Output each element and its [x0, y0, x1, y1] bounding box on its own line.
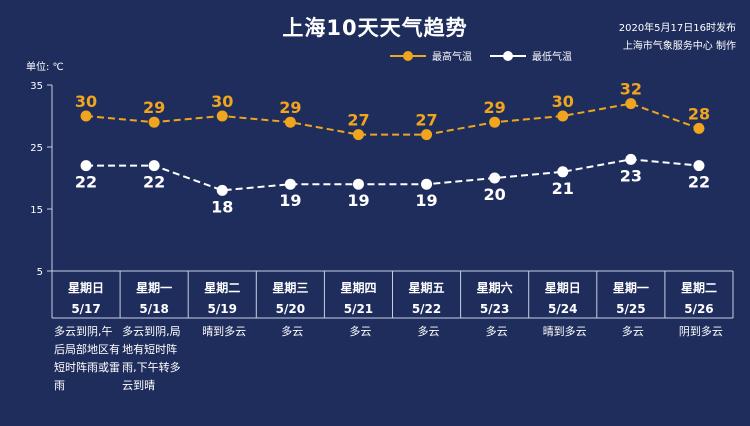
low-temp-point	[216, 184, 228, 196]
date-label: 5/21	[344, 302, 373, 316]
low-temp-line	[86, 158, 700, 192]
date-label: 5/23	[480, 302, 509, 316]
weekday-label: 星期四	[340, 280, 376, 295]
high-temp-label: 28	[688, 104, 710, 123]
weather-description: 多云到阴,局地有短时阵雨,下午转多云到晴	[122, 325, 181, 392]
low-temp-label: 22	[143, 173, 165, 192]
high-temp-label: 30	[75, 92, 97, 111]
high-temp-label: 29	[484, 98, 506, 117]
high-temp-label: 27	[415, 111, 437, 130]
high-temp-label: 30	[552, 92, 574, 111]
date-label: 5/17	[71, 302, 100, 316]
date-label: 5/22	[412, 302, 441, 316]
legend-high-label: 最高气温	[432, 52, 472, 63]
legend: 最高气温 最低气温	[390, 48, 590, 63]
weekday-label: 星期五	[409, 280, 445, 295]
legend-low-label: 最低气温	[532, 52, 572, 63]
publish-time: 2020年5月17日16时发布	[618, 23, 736, 34]
low-temp-point	[352, 178, 364, 190]
high-temp-point	[148, 116, 160, 128]
publisher: 上海市气象服务中心 制作	[622, 41, 736, 52]
weekday-label: 星期二	[681, 280, 717, 295]
legend-low: 最低气温	[490, 48, 572, 63]
weather-description: 多云	[281, 325, 304, 338]
legend-low-marker	[490, 50, 526, 61]
weather-description: 多云	[417, 325, 440, 338]
low-temp-point	[625, 153, 637, 165]
high-temp-point	[284, 116, 296, 128]
high-temp-point	[421, 129, 433, 141]
high-temp-point	[352, 129, 364, 141]
low-temp-label: 18	[211, 197, 233, 216]
low-temp-point	[80, 160, 92, 172]
weekday-label: 星期三	[272, 280, 308, 295]
high-temp-label: 29	[143, 98, 165, 117]
publish-info: 2020年5月17日16时发布 上海市气象服务中心 制作	[576, 20, 736, 56]
high-temp-label: 27	[347, 111, 369, 130]
low-temp-point	[284, 178, 296, 190]
low-temp-point	[693, 160, 705, 172]
weekday-label: 星期一	[136, 280, 172, 295]
weather-description: 多云到阴,午后局部地区有短时阵雨或雷雨	[54, 325, 120, 392]
high-temp-label: 30	[211, 92, 233, 111]
weekday-label: 星期六	[477, 280, 513, 295]
low-temp-point	[421, 178, 433, 190]
unit-label: 单位: ℃	[26, 62, 64, 73]
high-temp-point	[216, 110, 228, 122]
y-tick-label: 15	[30, 205, 43, 216]
high-temp-label: 32	[620, 80, 642, 99]
weather-description: 阴到多云	[678, 325, 723, 338]
high-temp-point	[625, 98, 637, 110]
y-tick-label: 25	[30, 143, 43, 154]
low-temp-point	[557, 166, 569, 178]
y-tick-label: 5	[37, 267, 43, 278]
weather-description: 多云	[349, 325, 372, 338]
low-temp-label: 19	[347, 191, 369, 210]
high-temp-point	[80, 110, 92, 122]
low-temp-label: 21	[552, 179, 574, 198]
date-label: 5/18	[139, 302, 168, 316]
date-label: 5/25	[616, 302, 645, 316]
weather-description: 多云	[485, 325, 508, 338]
high-temp-point	[557, 110, 569, 122]
low-temp-label: 20	[484, 185, 506, 204]
low-temp-label: 19	[415, 191, 437, 210]
date-label: 5/26	[684, 302, 713, 316]
high-temp-point	[693, 122, 705, 134]
low-temp-label: 22	[688, 173, 710, 192]
chart-title: 上海10天天气趋势	[282, 16, 468, 40]
weekday-label: 星期一	[613, 280, 649, 295]
low-temp-point	[489, 172, 501, 184]
date-label: 5/20	[276, 302, 305, 316]
legend-high: 最高气温	[390, 48, 472, 63]
weather-description: 多云	[621, 325, 644, 338]
low-temp-label: 22	[75, 173, 97, 192]
weather-description: 晴到多云	[542, 325, 587, 338]
weekday-label: 星期日	[545, 280, 581, 295]
low-temp-point	[148, 160, 160, 172]
weather-description: 晴到多云	[202, 325, 247, 338]
high-temp-point	[489, 116, 501, 128]
weekday-label: 星期日	[68, 280, 104, 295]
date-label: 5/24	[548, 302, 577, 316]
y-tick-label: 35	[30, 81, 43, 92]
low-temp-label: 19	[279, 191, 301, 210]
date-label: 5/19	[208, 302, 237, 316]
high-temp-label: 29	[279, 98, 301, 117]
low-temp-label: 23	[620, 166, 642, 185]
legend-high-marker	[390, 50, 426, 61]
weekday-label: 星期二	[204, 280, 240, 295]
high-temp-line	[85, 102, 700, 136]
